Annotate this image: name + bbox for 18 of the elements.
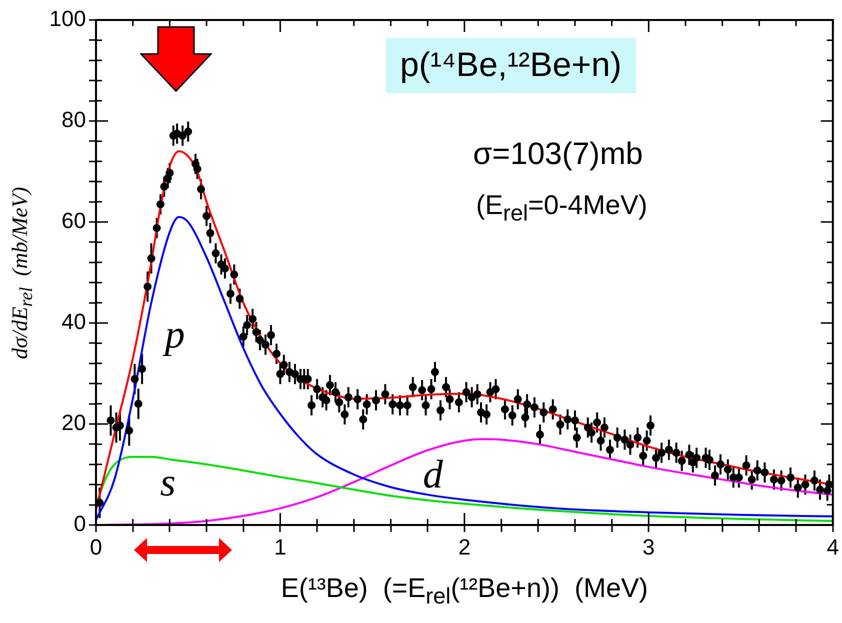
x-tick-label: 2	[458, 534, 471, 560]
annotation: σ=103(7)mb	[473, 136, 643, 172]
annotation: p(¹⁴Be,¹²Be+n)	[386, 38, 636, 93]
y-tick-label: 100	[49, 6, 86, 32]
y-tick-label: 0	[74, 511, 86, 536]
x-tick-label: 1	[274, 534, 286, 560]
y-tick-label: 60	[62, 208, 86, 234]
series-label: p	[162, 311, 185, 356]
x-tick-label: 4	[826, 534, 840, 560]
annotation: (E$_{rel}$=0-4MeV)	[476, 190, 648, 226]
series-label: d	[422, 452, 444, 497]
y-tick-label: 80	[62, 107, 86, 132]
series-label: s	[160, 459, 176, 504]
x-tick-label: 3	[642, 534, 655, 560]
y-tick-label: 40	[62, 309, 86, 334]
x-tick-label: 0	[90, 534, 102, 560]
x-axis-title: E(¹³Be) (=E$_{rel}$(¹²Be+n)) (MeV)	[280, 573, 649, 610]
y-tick-label: 20	[62, 410, 86, 436]
